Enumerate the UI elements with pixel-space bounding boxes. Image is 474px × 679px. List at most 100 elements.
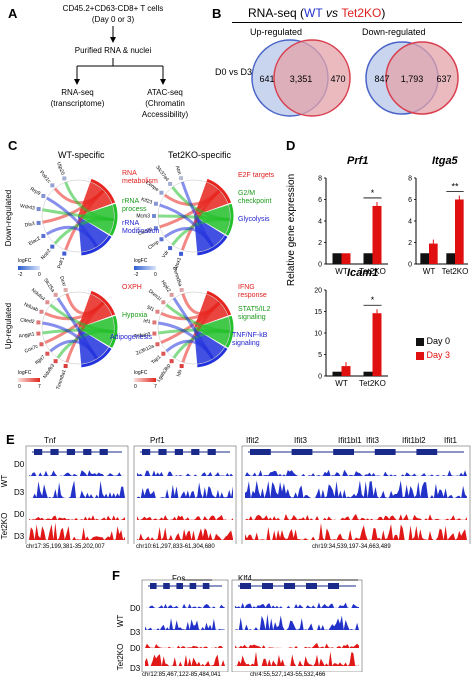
chord-outline xyxy=(157,179,231,253)
chord-term-sector xyxy=(194,328,225,364)
e-row-d0-wt: D0 xyxy=(14,460,25,469)
chord-ribbon xyxy=(172,297,215,360)
chord-gene-sector xyxy=(45,351,50,356)
scale-wt-down-title: logFC xyxy=(18,258,32,264)
sig-label: * xyxy=(371,188,375,198)
chord-gene-sector xyxy=(159,190,164,195)
chord-ko-title: Tet2KO-specific xyxy=(168,150,232,160)
scale-ko-down xyxy=(134,266,156,270)
scale-wt-up-min: 0 xyxy=(18,384,21,390)
bar xyxy=(429,243,438,264)
y-tick-label: 0 xyxy=(318,262,322,269)
atac-sub1: (Chromatin xyxy=(145,99,185,108)
bar-chart-icam1: Icam1 0 5 10 15 20 WT Tet2KO * xyxy=(314,267,388,388)
chord-gene-sector xyxy=(153,226,158,231)
legend-day3: Day 3 xyxy=(416,350,450,360)
scale-ko-up xyxy=(134,378,156,382)
panel-label-a: A xyxy=(8,6,18,21)
panel-label-b: B xyxy=(212,6,222,21)
signal-track xyxy=(145,603,225,608)
f-gene-fos: Fos xyxy=(172,574,186,583)
venn-down-count-wt: 847 xyxy=(374,74,389,84)
chord-gene-sector xyxy=(50,244,55,249)
venn-title-prefix: RNA-seq ( xyxy=(248,6,305,20)
y-tick-label: 10 xyxy=(314,331,322,338)
x-tick-label: WT xyxy=(335,267,348,276)
x-tick-label: WT xyxy=(335,379,348,388)
chord-gene-label: Kif23 xyxy=(140,197,153,206)
chord-gene-sector xyxy=(62,251,67,256)
signal-track xyxy=(235,651,359,666)
legend-day0: Day 0 xyxy=(416,336,450,346)
chord-gene-sector xyxy=(45,300,50,305)
venn-title-suffix: ) xyxy=(381,6,386,20)
chord-gene-sector xyxy=(161,300,166,305)
chord-gene-label: Itga7 xyxy=(34,354,47,366)
gene-exon xyxy=(189,583,197,589)
chord-gene-label: Vdr xyxy=(161,249,171,259)
panel-label-e: E xyxy=(6,432,15,447)
venn-title-rule xyxy=(232,22,462,23)
chord-term-arc xyxy=(225,315,234,348)
chord-gene-sector xyxy=(152,331,157,336)
scale-ko-down-title: logFC xyxy=(134,258,148,264)
gene-exon xyxy=(333,449,354,455)
browser-block xyxy=(25,445,129,544)
signal-track xyxy=(235,642,359,648)
y-tick-label: 4 xyxy=(318,219,322,226)
f-coord-fos: chr12:85,467,122-85,484,041 xyxy=(142,672,221,678)
chord-ribbon xyxy=(65,293,105,315)
y-tick-label: 2 xyxy=(318,240,322,247)
signal-track xyxy=(235,602,359,608)
chord-gene-label: Ndufs4 xyxy=(30,287,46,302)
chord-gene-sector xyxy=(169,359,174,364)
chord-gene-sector xyxy=(63,287,68,292)
f-row-d3-wt: D3 xyxy=(130,628,141,637)
gene-exon xyxy=(284,583,295,589)
venn-down-count-ko: 637 xyxy=(436,74,451,84)
chord-ribbon xyxy=(165,303,230,334)
rnaseq-label: RNA-seq xyxy=(61,88,94,97)
chord-gene-label: Slc25a xyxy=(42,277,56,293)
x-tick-label: Tet2KO xyxy=(442,267,469,276)
venn-title-wt: WT xyxy=(304,6,323,20)
e-coord-tnf: chr17:35,199,381-35,202,007 xyxy=(26,544,105,550)
signal-track xyxy=(245,469,467,476)
chord-term-sector xyxy=(78,328,109,364)
panel-label-c: C xyxy=(8,138,18,153)
chord-outline xyxy=(41,179,115,253)
chord-down-label: Down-regulated xyxy=(4,189,13,247)
scale-wt-down-min: -2 xyxy=(18,272,23,278)
y-tick-label: 20 xyxy=(314,288,322,295)
panel-label-f: F xyxy=(112,568,120,583)
bar-charts-svg: Prf1 0 2 4 6 8 WT Tet2KO * Itga5 0 2 4 6 8 WT Tet2KO ** Ic… xyxy=(314,155,469,388)
browser-block xyxy=(133,445,237,544)
f-row-d3-ko: D3 xyxy=(130,664,141,673)
chord-gene-label: Cox7c xyxy=(24,343,40,354)
f-row-d0-ko: D0 xyxy=(130,644,141,653)
gene-exon xyxy=(374,449,396,455)
signal-track xyxy=(137,514,233,520)
scale-wt-up xyxy=(18,378,40,382)
chord-gene-label: Clmp xyxy=(147,239,160,251)
venn-title-vs: vs xyxy=(322,6,342,20)
chord-term-arc xyxy=(206,290,232,316)
gene-exon xyxy=(34,449,43,455)
chord-gene-sector xyxy=(155,342,160,347)
scale-ko-up-max: 7 xyxy=(154,384,157,390)
gene-exon xyxy=(142,449,151,455)
y-tick-label: 15 xyxy=(314,309,322,316)
chord-ribbon xyxy=(180,181,215,248)
y-tick-label: 2 xyxy=(408,240,412,247)
chord-gene-label: Angpt1 xyxy=(18,331,35,339)
y-tick-label: 5 xyxy=(318,352,322,359)
bar xyxy=(363,371,373,376)
chord-gene-sector xyxy=(41,234,46,238)
chord-gene-label: Nduab xyxy=(23,302,39,314)
y-tick-label: 6 xyxy=(318,197,322,204)
gene-exon xyxy=(99,449,108,455)
scale-wt-down-max: 0 xyxy=(38,272,41,278)
chord-gene-label: Cited2 xyxy=(20,317,35,325)
scale-ko-down-min: -2 xyxy=(134,272,139,278)
